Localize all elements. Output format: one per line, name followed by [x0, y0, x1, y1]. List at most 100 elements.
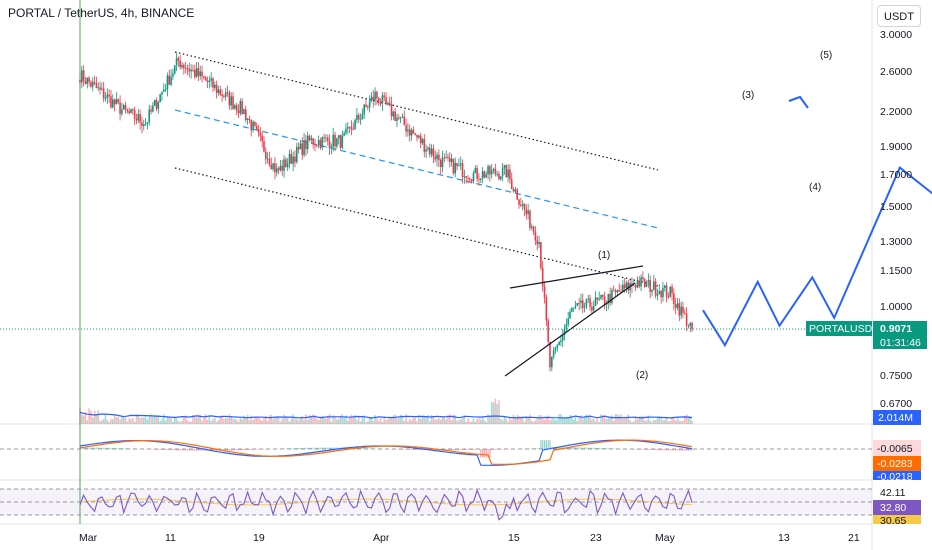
- macd-bar: [121, 448, 123, 449]
- volume-bar: [596, 418, 599, 424]
- macd-bar: [104, 447, 107, 449]
- candle-body: [383, 95, 386, 98]
- macd-bar: [401, 449, 404, 450]
- macd-bar: [369, 448, 371, 449]
- candle-body: [505, 165, 508, 178]
- candle-body: [614, 290, 617, 293]
- macd-bar: [420, 449, 422, 451]
- volume-bar: [667, 421, 670, 424]
- macd-bar: [400, 449, 402, 450]
- candle-body: [592, 305, 595, 311]
- volume-bar: [521, 416, 524, 424]
- candle-body: [297, 146, 300, 150]
- candle-body: [587, 298, 590, 300]
- candle-body: [538, 241, 540, 245]
- volume-bar: [418, 414, 420, 424]
- rsi-badge-2: [873, 500, 921, 515]
- macd-bar: [449, 449, 451, 451]
- macd-bar: [197, 449, 200, 451]
- volume-bar: [203, 416, 205, 424]
- candle-body: [226, 92, 229, 94]
- candle-body: [164, 89, 167, 91]
- candle-body: [146, 122, 149, 124]
- volume-badge-text: 2.014M: [878, 412, 913, 424]
- candle-body: [489, 166, 491, 175]
- volume-bar: [283, 414, 285, 424]
- candle-body: [452, 158, 455, 174]
- candle-body: [520, 204, 522, 206]
- candle-body: [589, 298, 591, 307]
- candle-body: [658, 290, 661, 295]
- candle-body: [414, 133, 416, 135]
- volume-bar: [239, 418, 242, 424]
- candle-body: [634, 285, 637, 288]
- macd-bar: [179, 449, 181, 451]
- macd-bar: [334, 447, 336, 449]
- macd-bar: [587, 447, 589, 449]
- volume-bar: [214, 418, 216, 424]
- volume-bar: [279, 421, 282, 424]
- candle-body: [99, 87, 101, 90]
- volume-bar: [592, 418, 595, 424]
- macd-bar: [299, 448, 302, 449]
- volume-bar: [485, 421, 488, 424]
- volume-bar: [483, 420, 486, 424]
- volume-bar: [146, 419, 149, 424]
- macd-bar: [175, 449, 178, 451]
- volume-bar: [265, 415, 267, 424]
- candle-body: [514, 189, 517, 192]
- volume-bar: [346, 420, 349, 424]
- volume-bar: [574, 415, 577, 424]
- volume-bar: [316, 418, 318, 424]
- volume-bar: [299, 418, 302, 424]
- macd-bar: [370, 448, 373, 449]
- macd-bar: [478, 449, 480, 450]
- volume-bar: [330, 421, 333, 424]
- macd-bar: [363, 448, 365, 449]
- macd-bar: [199, 449, 201, 451]
- volume-bar: [620, 414, 622, 424]
- volume-bar: [505, 418, 508, 424]
- volume-bar: [323, 416, 325, 424]
- volume-bar: [102, 418, 105, 424]
- volume-bar: [326, 415, 329, 424]
- candle-body: [81, 70, 83, 83]
- candle-body: [91, 81, 94, 87]
- volume-bar: [221, 415, 223, 424]
- volume-bar: [403, 420, 406, 424]
- candle-body: [93, 81, 96, 84]
- volume-bar: [257, 417, 260, 424]
- candle-body: [410, 129, 413, 136]
- macd-bar: [691, 449, 693, 451]
- price-tick: 2.6000: [880, 66, 912, 78]
- volume-bar: [622, 418, 624, 424]
- volume-bar: [594, 421, 597, 424]
- candle-body: [306, 135, 309, 150]
- volume-bar: [602, 415, 604, 424]
- volume-bar: [359, 421, 362, 424]
- volume-bar: [567, 417, 570, 424]
- macd-bar: [492, 449, 495, 450]
- volume-bar: [558, 414, 560, 424]
- volume-bar: [126, 421, 129, 424]
- candle-body: [487, 166, 489, 175]
- volume-bar: [183, 416, 185, 424]
- volume-bar: [538, 415, 540, 424]
- volume-bar: [472, 418, 475, 424]
- macd-bar: [651, 449, 653, 451]
- macd-bar: [658, 449, 660, 451]
- candle-body: [179, 60, 181, 68]
- macd-bar: [496, 449, 498, 450]
- volume-bar: [560, 414, 562, 424]
- candle-body: [656, 294, 659, 296]
- macd-bar: [447, 449, 449, 451]
- macd-bar: [177, 449, 179, 451]
- volume-bar: [609, 417, 611, 424]
- macd-bar: [660, 449, 662, 451]
- macd-bar: [79, 447, 81, 449]
- currency-button[interactable]: USDT: [877, 5, 921, 27]
- volume-bar: [173, 416, 176, 424]
- volume-bar: [361, 416, 364, 424]
- volume-bar: [414, 417, 416, 424]
